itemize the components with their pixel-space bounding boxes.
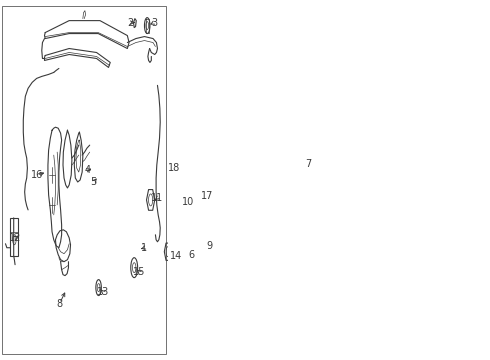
Text: 5: 5 (91, 177, 97, 187)
Text: 15: 15 (133, 267, 145, 276)
Text: 10: 10 (182, 197, 195, 207)
Text: 16: 16 (30, 170, 43, 180)
Text: 17: 17 (200, 191, 213, 201)
Text: 14: 14 (170, 251, 182, 261)
Text: 9: 9 (206, 241, 213, 251)
Text: 13: 13 (97, 287, 109, 297)
Text: 11: 11 (151, 193, 164, 203)
Text: 4: 4 (85, 165, 91, 175)
Text: 2: 2 (128, 18, 134, 28)
Circle shape (251, 276, 254, 284)
Text: 7: 7 (306, 159, 312, 169)
Text: 6: 6 (188, 250, 194, 260)
Text: 18: 18 (168, 163, 180, 173)
Bar (10, 218, 19, 256)
Text: 8: 8 (56, 298, 63, 309)
Text: 3: 3 (151, 18, 157, 28)
Text: 1: 1 (142, 243, 147, 253)
Text: 12: 12 (9, 233, 21, 243)
